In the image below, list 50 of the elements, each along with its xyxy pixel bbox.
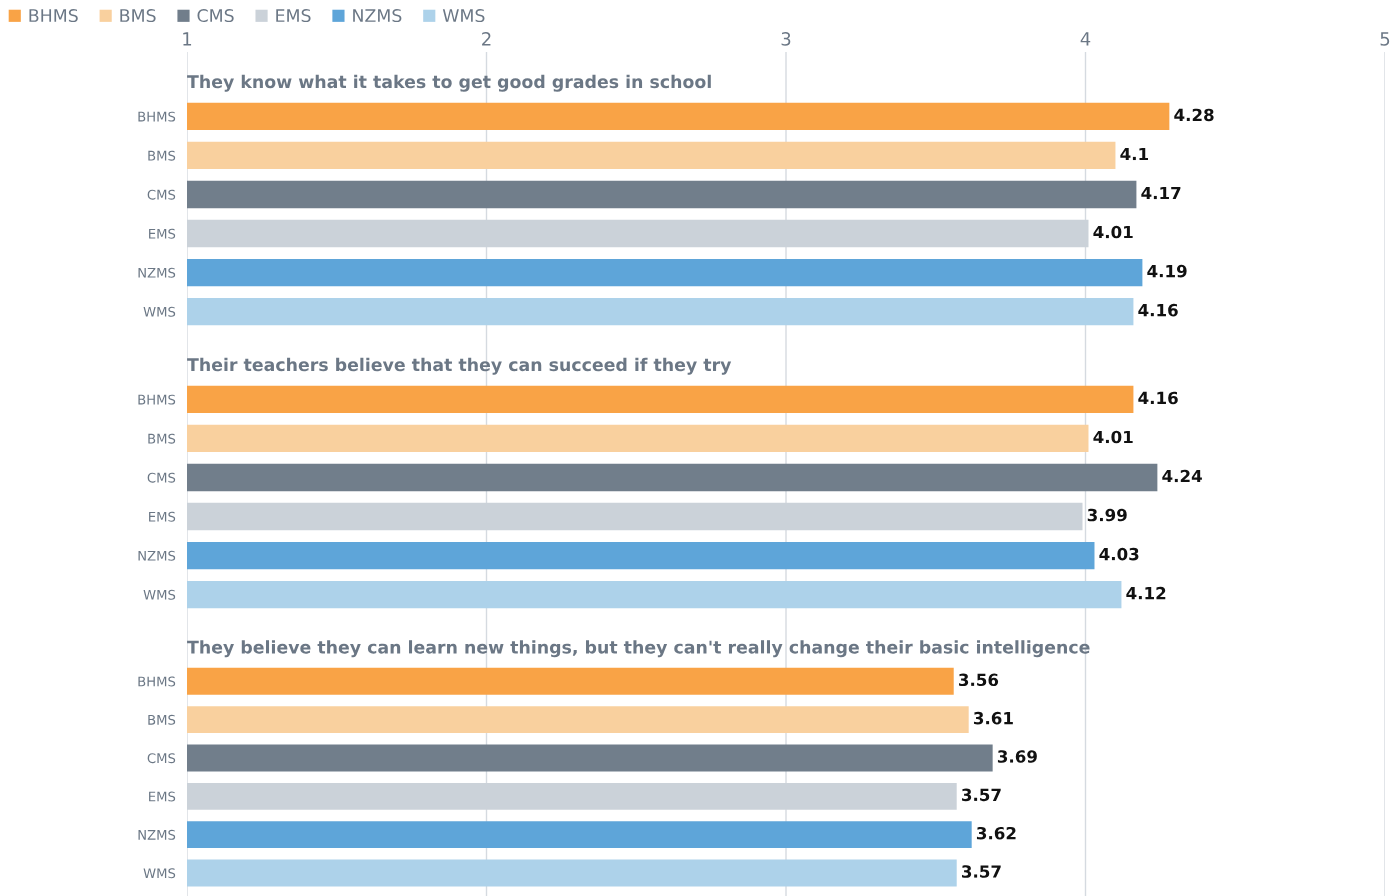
legend-label: NZMS (353, 8, 402, 23)
x-tick-label: 1 (183, 32, 192, 46)
y-tick-label: BHMS (138, 111, 176, 122)
chart-title: They believe they can learn new things, but they can't really change their basic intelligence (187, 640, 1090, 658)
data-label: 3.62 (976, 826, 1016, 840)
data-label: 4.12 (1126, 586, 1166, 600)
y-tick-label: WMS (143, 306, 176, 317)
data-label: 3.69 (997, 750, 1037, 763)
data-label: 3.57 (962, 865, 1001, 878)
y-tick-label: EMS (149, 791, 176, 802)
data-label: 3.61 (973, 711, 1013, 725)
data-label: 4.28 (1174, 108, 1214, 122)
y-tick-label: WMS (143, 868, 176, 879)
chart-title: They know what it takes to get good grades in school (187, 74, 711, 92)
y-tick-label: CMS (147, 472, 176, 483)
y-tick-label: BMS (148, 150, 176, 161)
x-tick-label: 2 (482, 32, 491, 46)
y-tick-label: BHMS (138, 676, 176, 687)
y-tick-label: BMS (148, 433, 176, 444)
y-tick-label: BMS (148, 714, 176, 725)
y-tick-label: NZMS (138, 267, 176, 278)
y-tick-label: CMS (147, 753, 176, 764)
data-label: 4.01 (1093, 225, 1133, 239)
y-tick-label: CMS (147, 189, 176, 200)
x-tick-label: 3 (781, 32, 791, 46)
y-tick-label: WMS (143, 589, 176, 600)
y-tick-label: BHMS (138, 394, 176, 405)
y-tick-label: EMS (149, 228, 176, 239)
data-label: 4.19 (1147, 264, 1187, 278)
data-label: 4.01 (1093, 430, 1133, 444)
x-tick-label: 4 (1080, 32, 1091, 46)
data-label: 3.56 (959, 673, 999, 687)
legend-label: WMS (442, 8, 485, 23)
chart-title: Their teachers believe that they can succeed if they try (187, 357, 732, 375)
y-tick-label: EMS (149, 511, 176, 522)
data-label: 4.03 (1099, 547, 1139, 561)
legend-label: BMS (120, 8, 156, 23)
legend-label: BHMS (29, 8, 78, 23)
data-label: 4.1 (1120, 147, 1148, 161)
legend-label: EMS (276, 8, 311, 23)
x-tick-label: 5 (1380, 32, 1390, 46)
data-label: 4.16 (1138, 303, 1178, 317)
data-label: 3.99 (1087, 508, 1127, 522)
data-label: 4.24 (1162, 469, 1202, 483)
data-label: 4.17 (1141, 186, 1181, 200)
data-label: 4.16 (1138, 391, 1178, 405)
legend-label: CMS (197, 8, 234, 23)
y-tick-label: NZMS (138, 550, 176, 561)
data-label: 3.57 (962, 788, 1001, 802)
y-tick-label: NZMS (138, 829, 176, 840)
